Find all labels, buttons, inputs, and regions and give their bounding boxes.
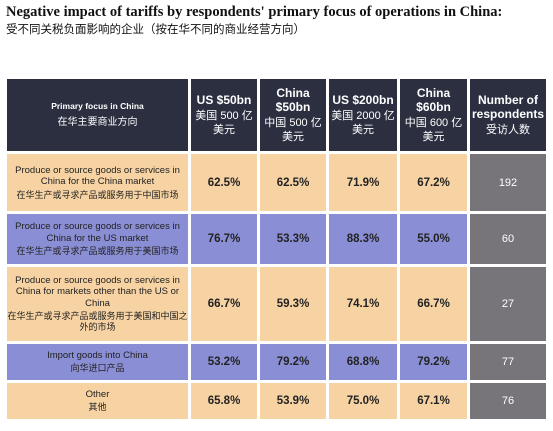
header-us-200bn: US $200bn 美国 2000 亿美元 (329, 79, 397, 151)
table-row: Produce or source goods or services in C… (7, 214, 546, 264)
table-row: Produce or source goods or services in C… (7, 267, 546, 341)
header-focus-en: Primary focus in China (51, 101, 144, 111)
header-col-zh: 美国 500 亿美元 (195, 110, 253, 136)
row-label-en: Other (85, 388, 110, 400)
cell-china-60bn: 67.1% (400, 383, 467, 419)
cell-china-50bn: 79.2% (260, 344, 326, 380)
header-focus: Primary focus in China 在华主要商业方向 (7, 79, 188, 151)
cell-china-60bn: 79.2% (400, 344, 467, 380)
cell-china-60bn: 55.0% (400, 214, 467, 264)
cell-respondents: 192 (470, 154, 546, 211)
header-row: Primary focus in China 在华主要商业方向 US $50bn… (7, 79, 546, 151)
cell-us-200bn: 71.9% (329, 154, 397, 211)
cell-us-200bn: 68.8% (329, 344, 397, 380)
header-col-zh: 中国 500 亿美元 (264, 117, 322, 143)
row-label-zh: 其他 (88, 402, 107, 413)
cell-china-50bn: 53.9% (260, 383, 326, 419)
cell-us-50bn: 66.7% (191, 267, 257, 341)
header-col-en: China $50bn (275, 86, 311, 114)
cell-china-60bn: 66.7% (400, 267, 467, 341)
cell-us-50bn: 53.2% (191, 344, 257, 380)
cell-us-200bn: 88.3% (329, 214, 397, 264)
cell-us-50bn: 76.7% (191, 214, 257, 264)
header-col-en: US $50bn (196, 93, 252, 107)
cell-china-50bn: 53.3% (260, 214, 326, 264)
header-col-zh: 中国 600 亿美元 (404, 117, 463, 143)
row-label: Produce or source goods or services in C… (7, 267, 188, 341)
header-china-60bn: China $60bn 中国 600 亿美元 (400, 79, 467, 151)
table-row: Import goods into China 向华进口产品 53.2% 79.… (7, 344, 546, 380)
row-label: Import goods into China 向华进口产品 (7, 344, 188, 380)
row-label-en: Import goods into China (47, 349, 148, 361)
table-title: Negative impact of tariffs by respondent… (6, 4, 503, 20)
row-label-en: Produce or source goods or services in C… (15, 221, 180, 244)
cell-respondents: 76 (470, 383, 546, 419)
row-label-zh: 在华生产或寻求产品或服务用于美国市场 (16, 246, 179, 256)
cell-respondents: 27 (470, 267, 546, 341)
table-row: Other 其他 65.8% 53.9% 75.0% 67.1% 76 (7, 383, 546, 419)
row-label-en: Produce or source goods or services in C… (15, 164, 180, 188)
tariff-impact-table: Primary focus in China 在华主要商业方向 US $50bn… (4, 76, 549, 422)
cell-china-50bn: 62.5% (260, 154, 326, 211)
header-china-50bn: China $50bn 中国 500 亿美元 (260, 79, 326, 151)
table-subtitle: 受不同关税负面影响的企业（按在华不同的商业经营方向） (6, 22, 305, 36)
row-label: Other 其他 (7, 383, 188, 419)
row-label-zh: 在华生产或寻求产品或服务用于美国和中国之外的市场 (7, 311, 188, 333)
header-focus-zh: 在华主要商业方向 (57, 117, 138, 128)
header-col-en: Number of respondents (471, 93, 544, 121)
header-col-zh: 受访人数 (486, 124, 530, 136)
cell-respondents: 60 (470, 214, 546, 264)
row-label: Produce or source goods or services in C… (7, 214, 188, 264)
cell-china-50bn: 59.3% (260, 267, 326, 341)
row-label-zh: 在华生产或寻求产品或服务用于中国市场 (16, 189, 179, 200)
header-col-zh: 美国 2000 亿美元 (331, 110, 395, 136)
cell-respondents: 77 (470, 344, 546, 380)
row-label-zh: 向华进口产品 (70, 363, 125, 374)
title-block: Negative impact of tariffs by respondent… (6, 4, 551, 37)
row-label-en: Produce or source goods or services in C… (15, 274, 180, 309)
cell-us-50bn: 65.8% (191, 383, 257, 419)
header-col-en: US $200bn (332, 93, 394, 107)
cell-us-200bn: 75.0% (329, 383, 397, 419)
header-us-50bn: US $50bn 美国 500 亿美元 (191, 79, 257, 151)
cell-us-50bn: 62.5% (191, 154, 257, 211)
header-respondents: Number of respondents 受访人数 (470, 79, 546, 151)
table-row: Produce or source goods or services in C… (7, 154, 546, 211)
row-label: Produce or source goods or services in C… (7, 154, 188, 211)
cell-us-200bn: 74.1% (329, 267, 397, 341)
header-col-en: China $60bn (416, 86, 451, 114)
cell-china-60bn: 67.2% (400, 154, 467, 211)
